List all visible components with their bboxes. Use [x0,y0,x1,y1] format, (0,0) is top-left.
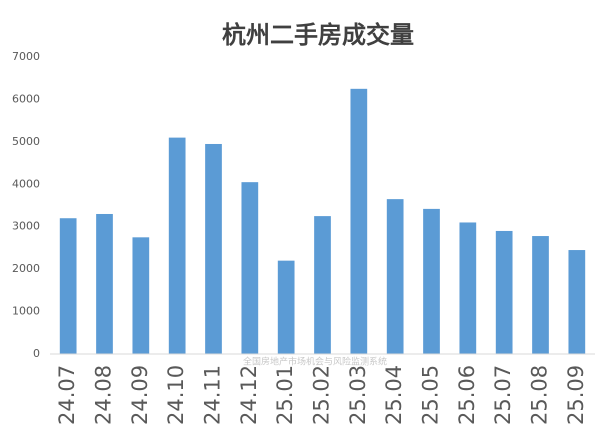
x-tick-label: 25.08 [528,365,552,425]
x-tick-label: 25.02 [310,365,334,425]
y-tick-label: 4000 [12,177,40,190]
x-tick-label: 24.09 [128,365,152,425]
y-tick-label: 2000 [12,262,40,275]
chart-title: 杭州二手房成交量 [222,21,414,49]
x-tick-label: 24.11 [201,365,225,425]
y-tick-label: 0 [33,347,40,360]
x-tick-label: 24.07 [55,365,79,425]
bar [314,216,331,354]
bar [495,230,513,354]
y-tick-label: 3000 [12,220,40,233]
x-tick-label: 25.04 [382,365,406,425]
bar [241,182,259,354]
bar [277,260,295,354]
x-tick-label: 24.08 [92,365,116,425]
x-tick-label: 25.03 [346,365,370,425]
bar [168,137,186,354]
y-tick-label: 5000 [12,135,40,148]
y-tick-label: 1000 [12,305,40,318]
bar [423,208,440,354]
bar [96,213,113,354]
bar [132,237,150,354]
x-tick-label: 25.07 [491,365,515,425]
bar [386,199,404,354]
x-tick-label: 25.09 [564,365,588,425]
x-tick-label: 24.12 [237,365,261,425]
bar [59,218,77,354]
y-tick-label: 6000 [12,92,40,105]
x-tick-label: 25.05 [419,365,443,425]
x-tick-label: 25.01 [273,365,297,425]
x-tick-label: 25.06 [455,365,479,425]
x-tick-label: 24.10 [164,365,188,425]
bar [459,222,477,354]
bar [532,236,549,354]
bar [350,88,368,355]
y-tick-label: 7000 [12,50,40,63]
watermark: 全国房地产市场机会与风险监测系统 [243,356,387,368]
bar [568,250,586,354]
bar [205,143,222,354]
